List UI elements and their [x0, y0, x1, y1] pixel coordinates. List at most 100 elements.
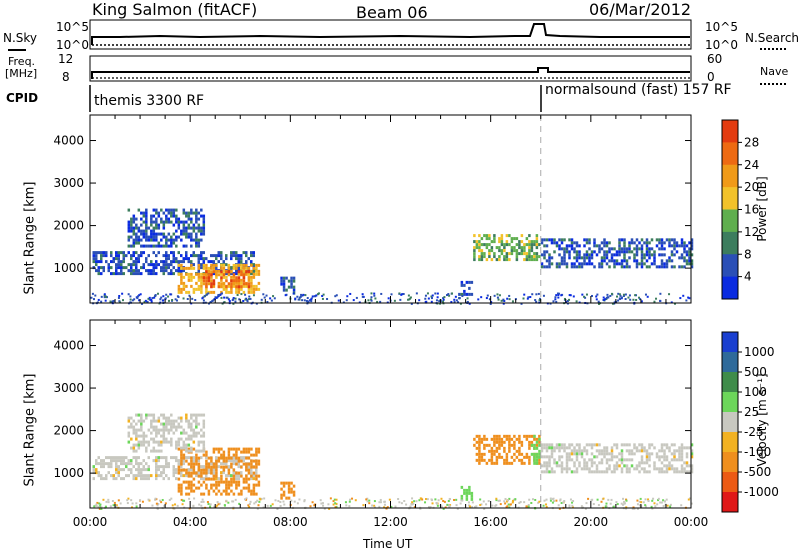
data-cell — [255, 287, 258, 291]
data-cell — [242, 284, 246, 288]
data-cell — [160, 208, 163, 212]
noise-cell — [442, 499, 445, 502]
data-cell — [540, 449, 544, 453]
data-cell — [182, 232, 186, 236]
data-cell — [590, 253, 594, 257]
y-tick-label: 4000 — [53, 339, 84, 353]
noise-cell — [104, 299, 107, 302]
data-cell — [660, 467, 664, 471]
nave-label: Nave — [760, 65, 789, 78]
data-cell — [167, 244, 171, 248]
noise-cell — [454, 295, 457, 298]
data-cell — [112, 477, 116, 481]
data-cell — [247, 272, 251, 276]
noise-cell — [296, 502, 299, 505]
data-cell — [165, 208, 168, 212]
cpid-label: CPID — [6, 91, 39, 105]
data-cell — [210, 282, 213, 286]
data-cell — [660, 247, 664, 251]
scatter-region — [540, 238, 694, 269]
data-cell — [590, 446, 594, 450]
data-cell — [570, 470, 574, 474]
data-cell — [623, 253, 626, 257]
data-cell — [480, 237, 484, 241]
data-cell — [177, 462, 181, 466]
data-cell — [162, 437, 166, 441]
data-cell — [130, 272, 133, 276]
data-cell — [190, 486, 193, 490]
noise-cell — [679, 297, 682, 300]
data-cell — [225, 279, 228, 283]
data-cell — [155, 244, 158, 248]
noise-cell — [253, 502, 256, 505]
data-cell — [605, 446, 609, 450]
data-cell — [595, 253, 599, 257]
data-cell — [525, 243, 529, 247]
data-cell — [610, 256, 614, 260]
data-cell — [197, 278, 201, 282]
data-cell — [185, 468, 188, 472]
data-cell — [212, 266, 216, 270]
data-cell — [97, 456, 101, 460]
noise-cell — [545, 503, 548, 506]
data-cell — [235, 254, 238, 258]
data-cell — [162, 471, 166, 475]
noise-cell — [311, 295, 314, 298]
noise-cell — [644, 293, 647, 296]
data-cell — [513, 249, 516, 253]
data-cell — [147, 443, 151, 447]
data-cell — [660, 443, 664, 447]
data-cell — [498, 249, 501, 253]
data-cell — [150, 244, 153, 248]
data-cell — [192, 462, 196, 466]
noise-cell — [209, 301, 212, 304]
data-cell — [127, 462, 131, 466]
noise-cell — [620, 296, 623, 299]
data-cell — [175, 425, 178, 429]
data-cell — [285, 496, 288, 500]
data-cell — [182, 462, 186, 466]
data-cell — [573, 250, 576, 254]
data-cell — [227, 474, 231, 478]
data-cell — [500, 440, 504, 444]
colorbar-swatch — [722, 372, 738, 393]
noise-cell — [471, 506, 474, 509]
noise-cell — [144, 299, 147, 302]
data-cell — [488, 243, 491, 247]
data-cell — [115, 257, 118, 261]
noise-cell — [654, 505, 657, 508]
noise-cell — [662, 499, 665, 502]
noise-cell — [272, 295, 275, 298]
data-cell — [690, 449, 694, 453]
data-cell — [130, 471, 133, 475]
data-cell — [470, 280, 474, 284]
data-cell — [135, 232, 138, 236]
data-cell — [565, 244, 569, 248]
data-cell — [245, 450, 248, 454]
data-cell — [222, 260, 226, 264]
data-cell — [145, 413, 148, 417]
data-cell — [210, 459, 213, 463]
colorbar-swatch — [722, 120, 738, 143]
data-cell — [190, 422, 193, 426]
noise-cell — [107, 498, 110, 501]
scatter-region — [530, 434, 541, 465]
data-cell — [202, 419, 206, 423]
noise-cell — [559, 499, 562, 502]
data-cell — [205, 453, 208, 457]
data-cell — [463, 491, 466, 495]
data-cell — [197, 241, 201, 245]
data-cell — [167, 416, 171, 420]
data-cell — [630, 241, 634, 245]
noise-cell — [638, 500, 641, 503]
noise-cell — [311, 501, 314, 504]
noise-cell — [624, 298, 627, 301]
data-cell — [500, 237, 504, 241]
noise-cell — [431, 499, 434, 502]
data-cell — [533, 255, 536, 259]
data-cell — [152, 266, 156, 270]
data-cell — [690, 259, 694, 263]
data-cell — [483, 252, 486, 256]
data-cell — [257, 459, 261, 463]
data-cell — [560, 461, 564, 465]
